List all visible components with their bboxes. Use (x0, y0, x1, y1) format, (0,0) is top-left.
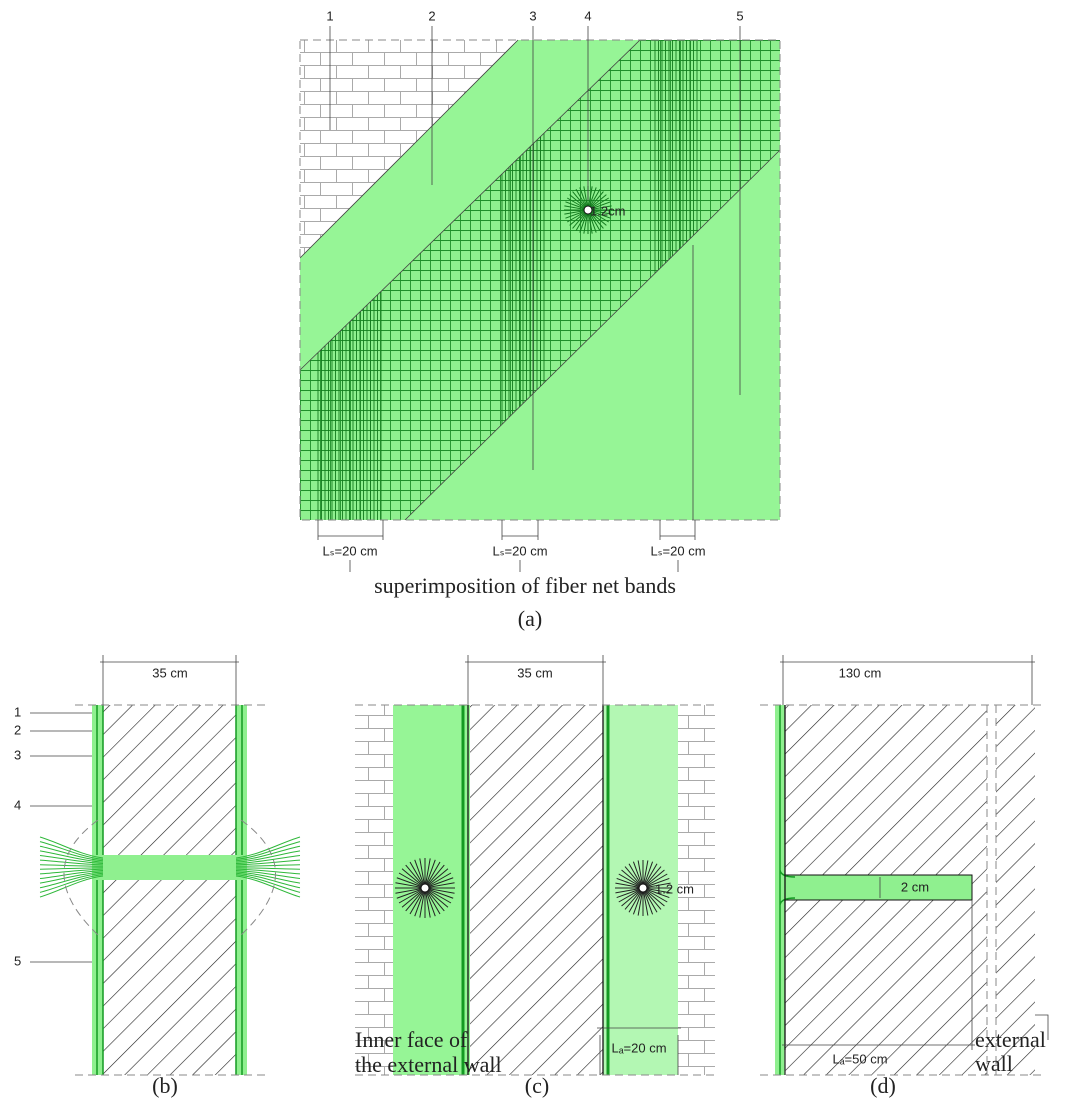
anchorage-length: Lₐ=20 cm (611, 1040, 666, 1055)
anchorage-length: Lₐ=50 cm (832, 1051, 887, 1066)
callout: 5 (14, 953, 21, 968)
dimension: 35 cm (152, 665, 187, 680)
note: the external wall (355, 1052, 502, 1077)
dimension: 130 cm (839, 665, 882, 680)
note: Inner face of (355, 1027, 468, 1052)
panel-d: 130 cm 2 cm Lₐ=50 cm external wall (d) (760, 655, 1048, 1098)
panel-c: 35 cm 1.2 cm Lₐ=20 cm Inner face of the … (355, 655, 715, 1098)
note: wall (975, 1051, 1013, 1076)
caption: superimposition of fiber net bands (374, 573, 676, 598)
hole (639, 884, 647, 892)
panel-label: (a) (518, 606, 542, 631)
fiber-connector (92, 855, 247, 880)
diameter-label: 1.2cm (590, 203, 625, 218)
callout: 1 (14, 704, 21, 719)
lap-length: Lₛ=20 cm (322, 543, 377, 558)
wall (103, 705, 236, 855)
lap-length: Lₛ=20 cm (650, 543, 705, 558)
callout: 2 (14, 722, 21, 737)
dimension: 35 cm (517, 665, 552, 680)
panel-label: (c) (525, 1073, 549, 1098)
wall-gap (987, 705, 996, 1075)
lap-length: Lₛ=20 cm (492, 543, 547, 558)
diameter-label: 2 cm (901, 879, 929, 894)
hole (421, 884, 429, 892)
fiber-anchor (785, 875, 972, 900)
callout: 5 (736, 8, 743, 23)
note: external (975, 1027, 1046, 1052)
wall (470, 705, 603, 1075)
panel-a: 1 2 3 4 5 1.2cm Lₛ=20 cm Lₛ=20 cm Lₛ=20 … (300, 8, 780, 631)
panel-b: 35 cm 1 2 3 4 5 (b) (14, 655, 300, 1098)
callout: 4 (14, 797, 21, 812)
diameter-label: 1.2 cm (655, 881, 694, 896)
callout: 3 (14, 747, 21, 762)
panel-label: (d) (870, 1073, 896, 1098)
callout: 1 (326, 8, 333, 23)
callout: 4 (584, 8, 591, 23)
figure: 1 2 3 4 5 1.2cm Lₛ=20 cm Lₛ=20 cm Lₛ=20 … (0, 0, 1070, 1099)
callout: 3 (529, 8, 536, 23)
panel-label: (b) (152, 1073, 178, 1098)
callout: 2 (428, 8, 435, 23)
wall (103, 880, 236, 1075)
